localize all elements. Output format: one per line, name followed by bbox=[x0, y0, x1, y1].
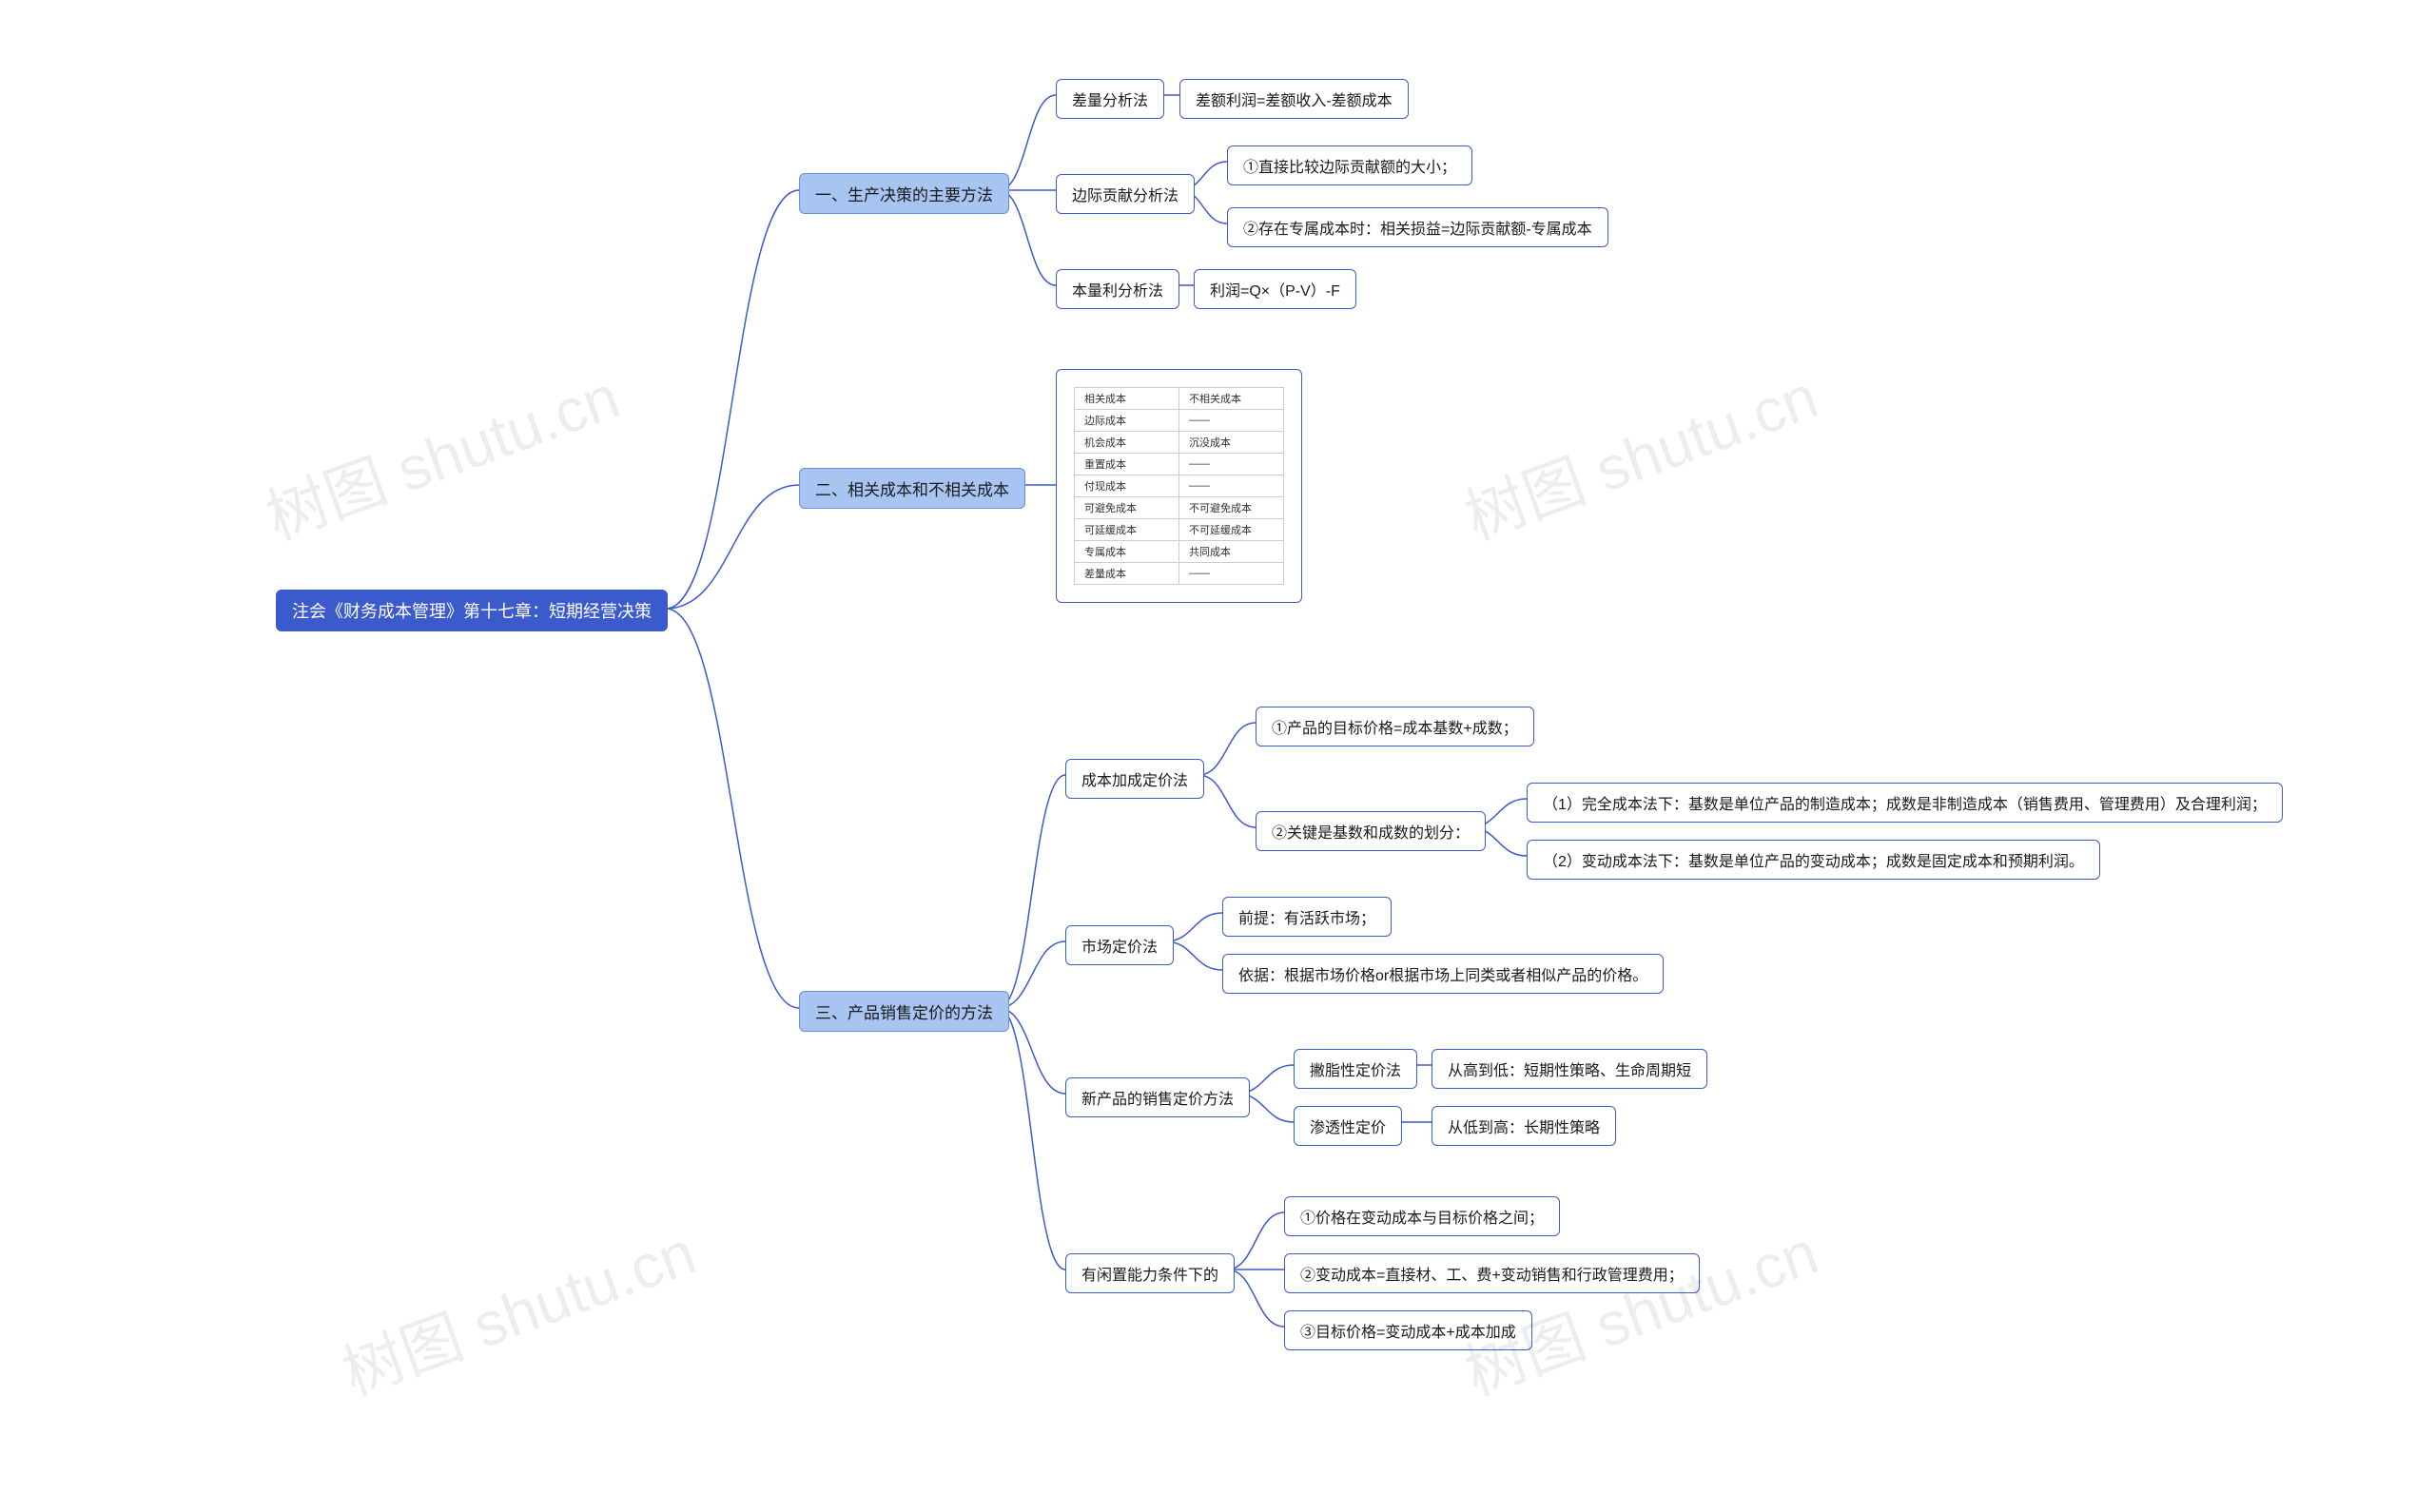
leaf-cost-plus-c1: ①产品的目标价格=成本基数+成数； bbox=[1256, 707, 1534, 746]
table-cell: 不可延缓成本 bbox=[1179, 519, 1284, 541]
table-cell: 共同成本 bbox=[1179, 541, 1284, 563]
mindmap: 注会《财务成本管理》第十七章：短期经营决策 一、生产决策的主要方法 差量分析法 … bbox=[0, 0, 2435, 1512]
table-row: 差量成本—— bbox=[1075, 563, 1284, 585]
branch-3: 三、产品销售定价的方法 bbox=[799, 991, 1009, 1032]
table-cell: 不可避免成本 bbox=[1179, 497, 1284, 519]
leaf-idle-c1: ①价格在变动成本与目标价格之间； bbox=[1284, 1196, 1560, 1236]
table-cell: 专属成本 bbox=[1075, 541, 1179, 563]
leaf-cost-plus-d1: （1）完全成本法下：基数是单位产品的制造成本；成数是非制造成本（销售费用、管理费… bbox=[1527, 783, 2283, 823]
table-cell: 相关成本 bbox=[1075, 388, 1179, 410]
table-cell: 重置成本 bbox=[1075, 454, 1179, 475]
table-cell: 机会成本 bbox=[1075, 432, 1179, 454]
node-new-product-pricing: 新产品的销售定价方法 bbox=[1065, 1077, 1250, 1117]
leaf-marginal-c2: ②存在专属成本时：相关损益=边际贡献额-专属成本 bbox=[1227, 207, 1608, 247]
node-market-pricing: 市场定价法 bbox=[1065, 925, 1174, 965]
table-cell: 付现成本 bbox=[1075, 475, 1179, 497]
table-row: 可延缓成本不可延缓成本 bbox=[1075, 519, 1284, 541]
table-cell: 边际成本 bbox=[1075, 410, 1179, 432]
leaf-idle-c2: ②变动成本=直接材、工、费+变动销售和行政管理费用； bbox=[1284, 1253, 1700, 1293]
table-cell: 沉没成本 bbox=[1179, 432, 1284, 454]
table-row: 重置成本—— bbox=[1075, 454, 1284, 475]
table-cell: 可避免成本 bbox=[1075, 497, 1179, 519]
leaf-market-c1: 前提：有活跃市场； bbox=[1222, 897, 1392, 937]
branch-2: 二、相关成本和不相关成本 bbox=[799, 468, 1025, 509]
root-node: 注会《财务成本管理》第十七章：短期经营决策 bbox=[276, 590, 668, 631]
leaf-market-c2: 依据：根据市场价格or根据市场上同类或者相似产品的价格。 bbox=[1222, 954, 1664, 994]
node-cost-plus-pricing: 成本加成定价法 bbox=[1065, 759, 1204, 799]
node-skimming-pricing: 撇脂性定价法 bbox=[1294, 1049, 1417, 1089]
leaf-cost-plus-c2: ②关键是基数和成数的划分： bbox=[1256, 811, 1486, 851]
table-cell: 差量成本 bbox=[1075, 563, 1179, 585]
table-row: 付现成本—— bbox=[1075, 475, 1284, 497]
leaf-penetration-d1: 从低到高：长期性策略 bbox=[1432, 1106, 1616, 1146]
cost-table-box: 相关成本不相关成本边际成本——机会成本沉没成本重置成本——付现成本——可避免成本… bbox=[1056, 369, 1302, 603]
table-row: 专属成本共同成本 bbox=[1075, 541, 1284, 563]
node-differential-analysis: 差量分析法 bbox=[1056, 79, 1164, 119]
leaf-diff-profit-formula: 差额利润=差额收入-差额成本 bbox=[1179, 79, 1409, 119]
node-cvp-analysis: 本量利分析法 bbox=[1056, 269, 1179, 309]
table-row: 相关成本不相关成本 bbox=[1075, 388, 1284, 410]
table-cell: —— bbox=[1179, 563, 1284, 585]
table-cell: —— bbox=[1179, 410, 1284, 432]
node-idle-capacity-pricing: 有闲置能力条件下的 bbox=[1065, 1253, 1235, 1293]
node-marginal-contribution: 边际贡献分析法 bbox=[1056, 174, 1195, 214]
leaf-marginal-c1: ①直接比较边际贡献额的大小； bbox=[1227, 145, 1472, 185]
table-row: 边际成本—— bbox=[1075, 410, 1284, 432]
leaf-skimming-d1: 从高到低：短期性策略、生命周期短 bbox=[1432, 1049, 1707, 1089]
table-row: 可避免成本不可避免成本 bbox=[1075, 497, 1284, 519]
leaf-cvp-formula: 利润=Q×（P-V）-F bbox=[1194, 269, 1356, 309]
cost-table: 相关成本不相关成本边际成本——机会成本沉没成本重置成本——付现成本——可避免成本… bbox=[1074, 387, 1284, 585]
table-cell: 可延缓成本 bbox=[1075, 519, 1179, 541]
table-cell: —— bbox=[1179, 454, 1284, 475]
leaf-cost-plus-d2: （2）变动成本法下：基数是单位产品的变动成本；成数是固定成本和预期利润。 bbox=[1527, 840, 2100, 880]
leaf-idle-c3: ③目标价格=变动成本+成本加成 bbox=[1284, 1310, 1532, 1350]
branch-1: 一、生产决策的主要方法 bbox=[799, 173, 1009, 214]
node-penetration-pricing: 渗透性定价 bbox=[1294, 1106, 1402, 1146]
table-cell: 不相关成本 bbox=[1179, 388, 1284, 410]
table-cell: —— bbox=[1179, 475, 1284, 497]
table-row: 机会成本沉没成本 bbox=[1075, 432, 1284, 454]
